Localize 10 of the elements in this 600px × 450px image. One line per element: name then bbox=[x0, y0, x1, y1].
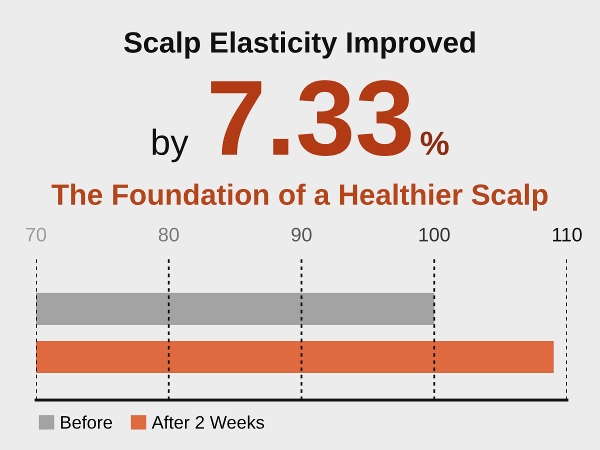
text: by 7.33% bbox=[152, 80, 449, 162]
chart-subtitle: The Foundation of a Healthier Scalp bbox=[52, 184, 548, 211]
x-tick-label: 100 bbox=[420, 228, 450, 242]
chart-title: Scalp Elasticity Improved bbox=[124, 31, 475, 59]
legend-label: After 2 Weeks bbox=[152, 416, 264, 429]
x-tick-label: 80 bbox=[158, 228, 179, 242]
x-tick-label: 70 bbox=[26, 228, 46, 242]
legend-label: Before bbox=[61, 416, 112, 429]
x-tick-label: 110 bbox=[552, 228, 582, 242]
x-tick-label: 90 bbox=[292, 228, 312, 242]
